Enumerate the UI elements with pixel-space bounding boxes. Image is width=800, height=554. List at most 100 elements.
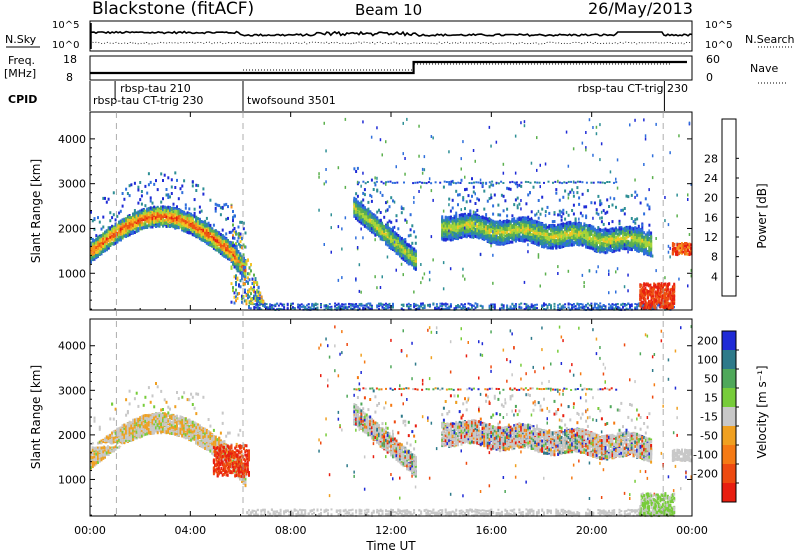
power-cell: [364, 305, 366, 307]
power-cell: [169, 219, 171, 222]
power-cell: [174, 171, 176, 174]
power-cell: [204, 220, 206, 223]
power-cell: [94, 239, 96, 242]
power-cell: [122, 237, 124, 240]
power-cell: [360, 215, 362, 218]
power-cell: [376, 227, 378, 230]
power-cell: [273, 308, 275, 310]
power-cell: [327, 306, 329, 308]
power-cell: [144, 216, 146, 219]
power-cell: [364, 206, 366, 209]
power-cell: [160, 223, 162, 226]
power-cell: [202, 236, 204, 239]
power-cell: [257, 307, 259, 309]
power-cell: [118, 231, 120, 234]
power-cell: [153, 183, 155, 186]
power-cell: [94, 217, 96, 220]
power-cell: [94, 245, 96, 248]
power-cell: [157, 223, 159, 226]
power-cell: [164, 214, 166, 217]
power-cell: [276, 303, 278, 305]
power-cell: [374, 183, 376, 186]
power-cell: [153, 224, 155, 227]
power-cell: [238, 226, 240, 229]
power-cell: [387, 223, 389, 226]
power-cell: [380, 235, 382, 238]
power-cell: [311, 308, 313, 310]
power-cell: [215, 207, 217, 210]
power-cell: [115, 230, 117, 233]
power-cell: [223, 236, 225, 239]
power-cell: [106, 230, 108, 233]
power-cell: [150, 196, 152, 199]
power-cell: [111, 216, 113, 219]
power-cell: [359, 263, 361, 266]
power-cell: [180, 220, 182, 223]
power-cell: [106, 240, 108, 243]
power-cell: [153, 206, 155, 209]
power-cell: [118, 239, 120, 242]
power-cell: [176, 226, 178, 229]
nave-trace: [243, 64, 672, 70]
power-cell: [109, 243, 111, 246]
power-cell: [345, 186, 347, 189]
power-cell: [371, 227, 373, 230]
power-cell: [325, 168, 327, 171]
power-cell: [166, 222, 168, 225]
power-cell: [101, 235, 103, 238]
power-cell: [380, 191, 382, 194]
power-cell: [169, 225, 171, 228]
power-cell: [157, 212, 159, 215]
power-cell: [173, 210, 175, 213]
power-cell: [380, 211, 382, 214]
power-cell: [101, 251, 103, 254]
power-cell: [362, 199, 364, 202]
power-cell: [123, 198, 125, 201]
power-cell: [383, 226, 385, 229]
power-cell: [194, 208, 196, 211]
power-cell: [134, 218, 136, 221]
power-cell: [157, 215, 159, 218]
power-cell: [204, 234, 206, 237]
power-cell: [169, 195, 171, 198]
power-cell: [173, 215, 175, 218]
power-cell: [176, 205, 178, 208]
power-cell: [102, 226, 104, 229]
power-cell: [197, 222, 199, 225]
power-cell: [355, 201, 357, 204]
power-cell: [380, 227, 382, 230]
power-cell: [355, 236, 357, 239]
power-cell: [150, 220, 152, 223]
power-cell: [132, 220, 134, 223]
power-cell: [104, 243, 106, 246]
power-cell: [341, 248, 343, 251]
power-cell: [283, 306, 285, 308]
power-cell: [269, 303, 271, 305]
power-cell: [338, 303, 340, 305]
power-cell: [382, 153, 384, 156]
power-cell: [355, 211, 357, 214]
power-cell: [157, 188, 159, 191]
power-cell: [160, 172, 162, 175]
power-cell: [367, 306, 369, 308]
power-cell: [209, 199, 211, 202]
power-cell: [111, 235, 113, 238]
power-cell: [122, 223, 124, 226]
power-cell: [106, 201, 108, 204]
power-cell: [387, 200, 389, 203]
power-cell: [374, 176, 376, 179]
power-cell: [141, 217, 143, 220]
power-cell: [164, 211, 166, 214]
power-cell: [195, 216, 197, 219]
power-cell: [188, 231, 190, 234]
power-cell: [220, 213, 222, 216]
power-cell: [157, 208, 159, 211]
power-cell: [120, 228, 122, 231]
freq-left-tick-top: 18: [63, 53, 77, 66]
power-cell: [229, 231, 231, 234]
power-cell: [367, 223, 369, 226]
power-cell: [232, 248, 234, 251]
power-cell: [367, 208, 369, 211]
n-sky-trace: [90, 32, 692, 37]
